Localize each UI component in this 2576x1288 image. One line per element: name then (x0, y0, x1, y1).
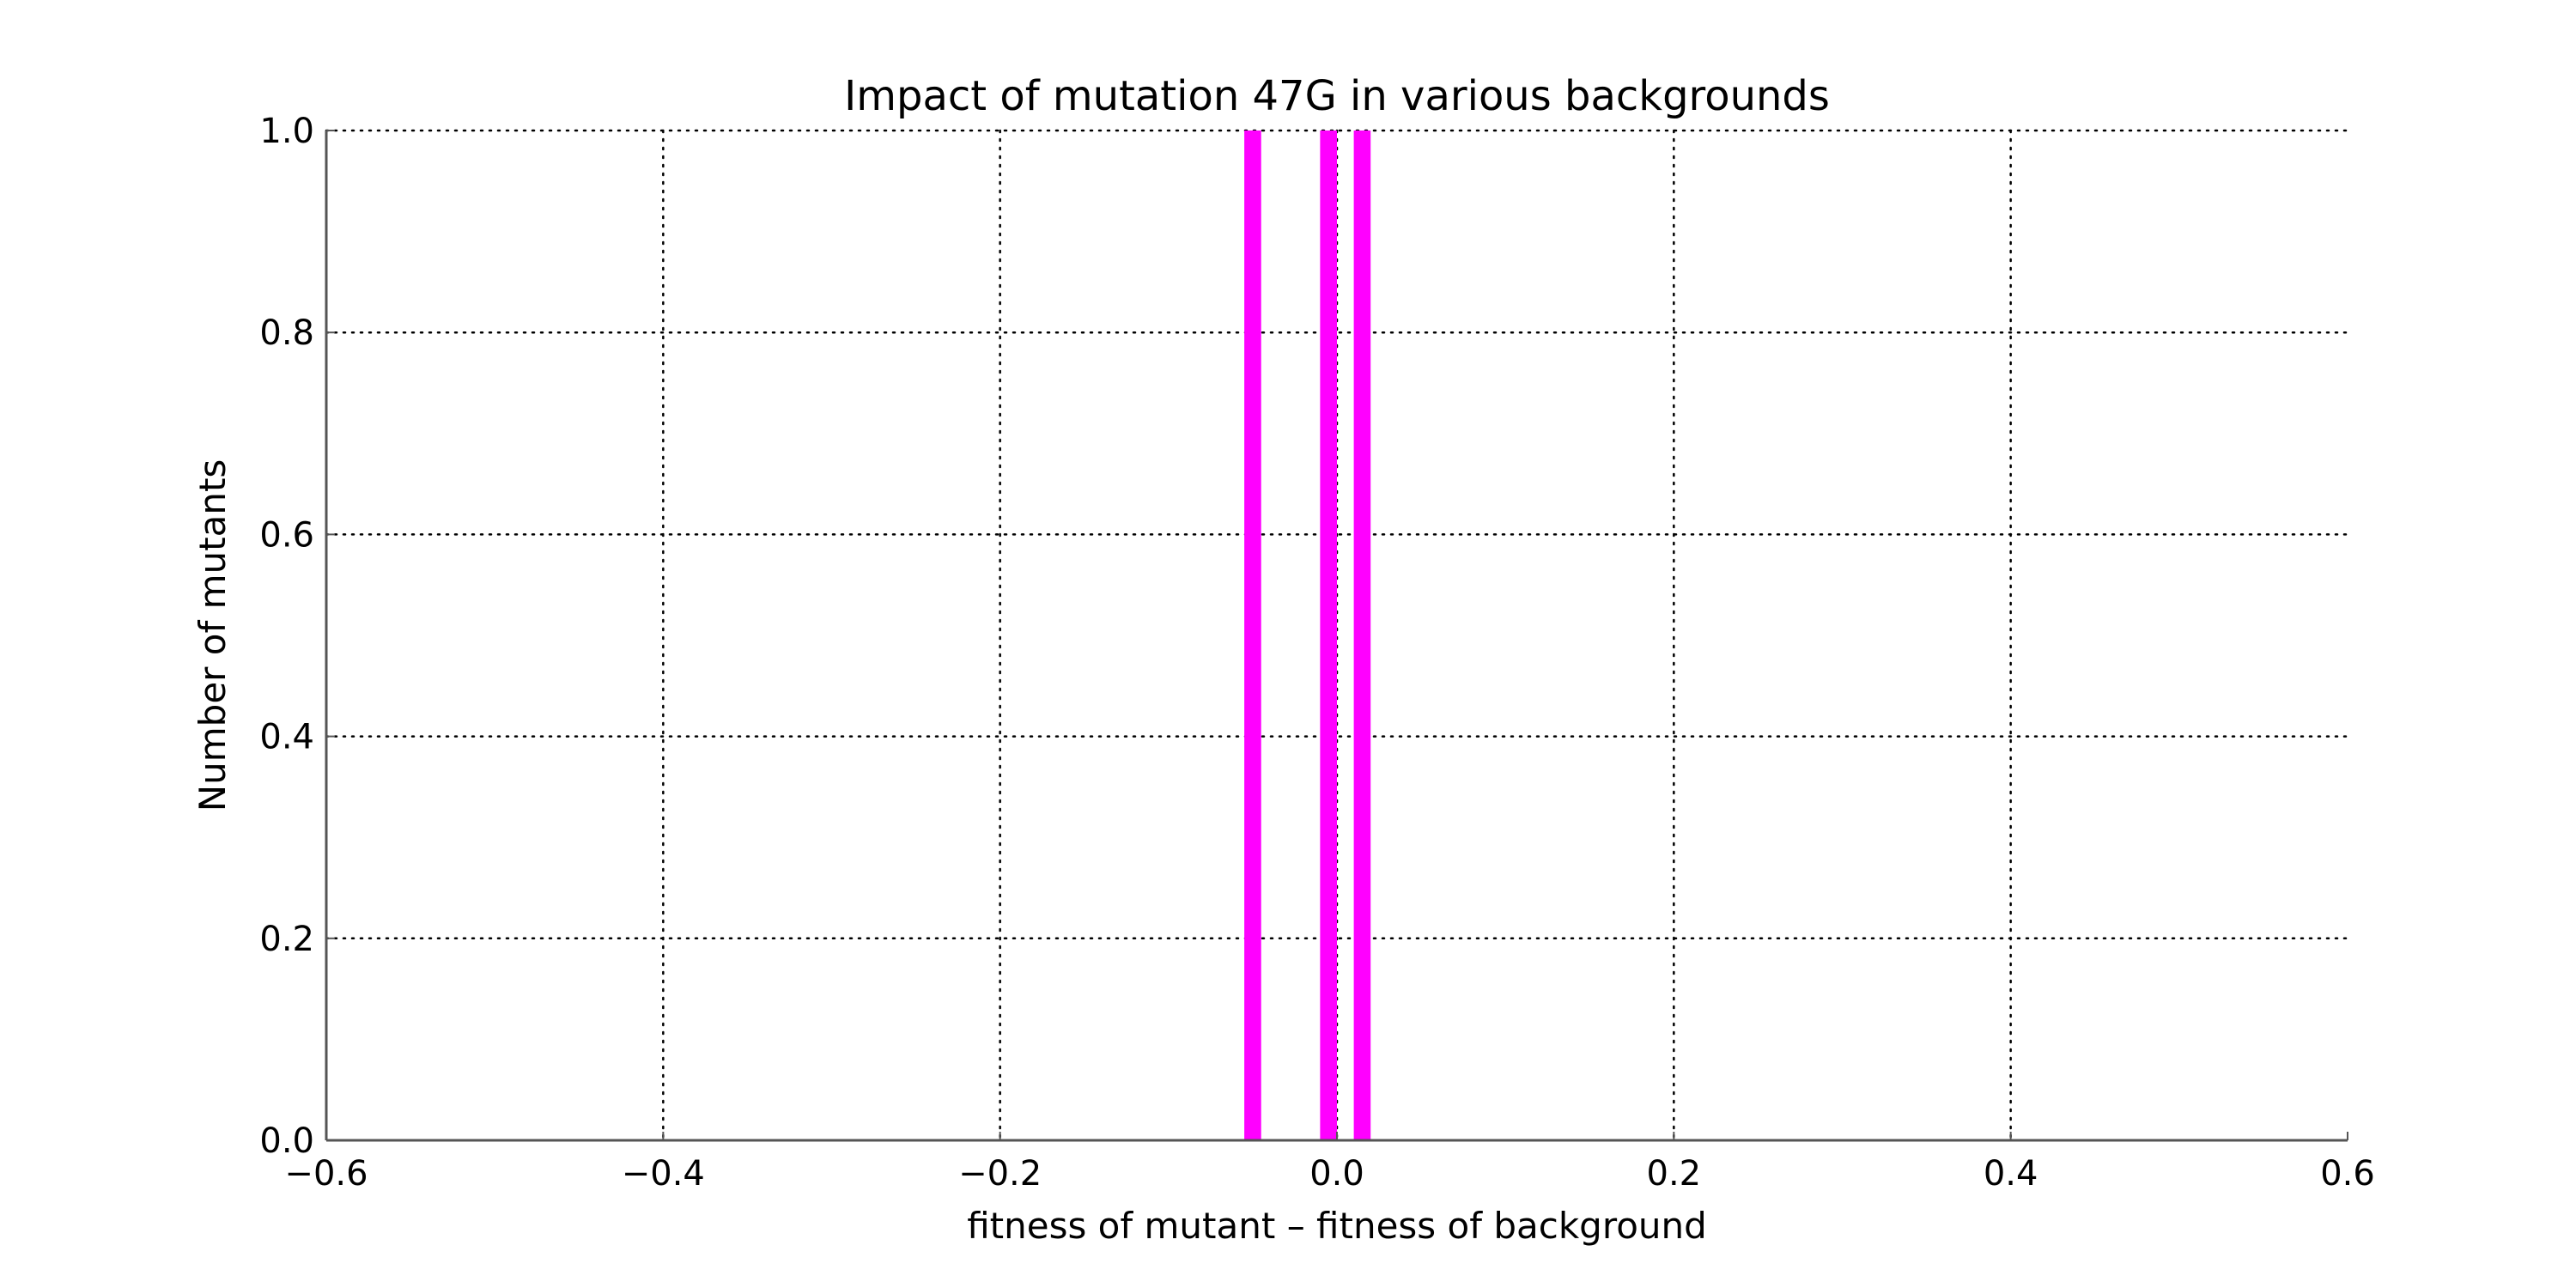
x-tick-label: −0.2 (958, 1154, 1042, 1194)
x-tick-label: 0.0 (1309, 1154, 1364, 1194)
histogram-bar-1 (1244, 131, 1261, 1140)
y-tick-label: 0.0 (259, 1121, 314, 1161)
x-tick-label: 0.6 (2320, 1154, 2375, 1194)
y-tick-label: 0.6 (259, 515, 314, 555)
x-tick-label: 0.4 (1984, 1154, 2038, 1194)
histogram-bar-3 (1353, 131, 1371, 1140)
x-tick-label: 0.2 (1647, 1154, 1702, 1194)
y-axis-label: Number of mutants (191, 459, 234, 812)
y-tick-label: 0.8 (259, 313, 314, 353)
y-tick-label: 1.0 (259, 112, 314, 151)
x-axis-label: fitness of mutant – fitness of backgroun… (967, 1205, 1707, 1247)
bars-layer (1244, 131, 1371, 1140)
ticks-layer: −0.6 −0.4 −0.2 0.0 0.2 0.4 0.6 0.0 0.2 0.4 0.6 0.8 1… (259, 112, 2374, 1194)
x-tick-label: −0.6 (284, 1154, 368, 1194)
y-tick-label: 0.4 (259, 718, 314, 757)
x-tick-label: −0.4 (622, 1154, 705, 1194)
histogram-bar-2 (1320, 131, 1337, 1140)
chart-title: Impact of mutation 47G in various backgr… (844, 72, 1830, 120)
y-tick-label: 0.2 (259, 920, 314, 959)
